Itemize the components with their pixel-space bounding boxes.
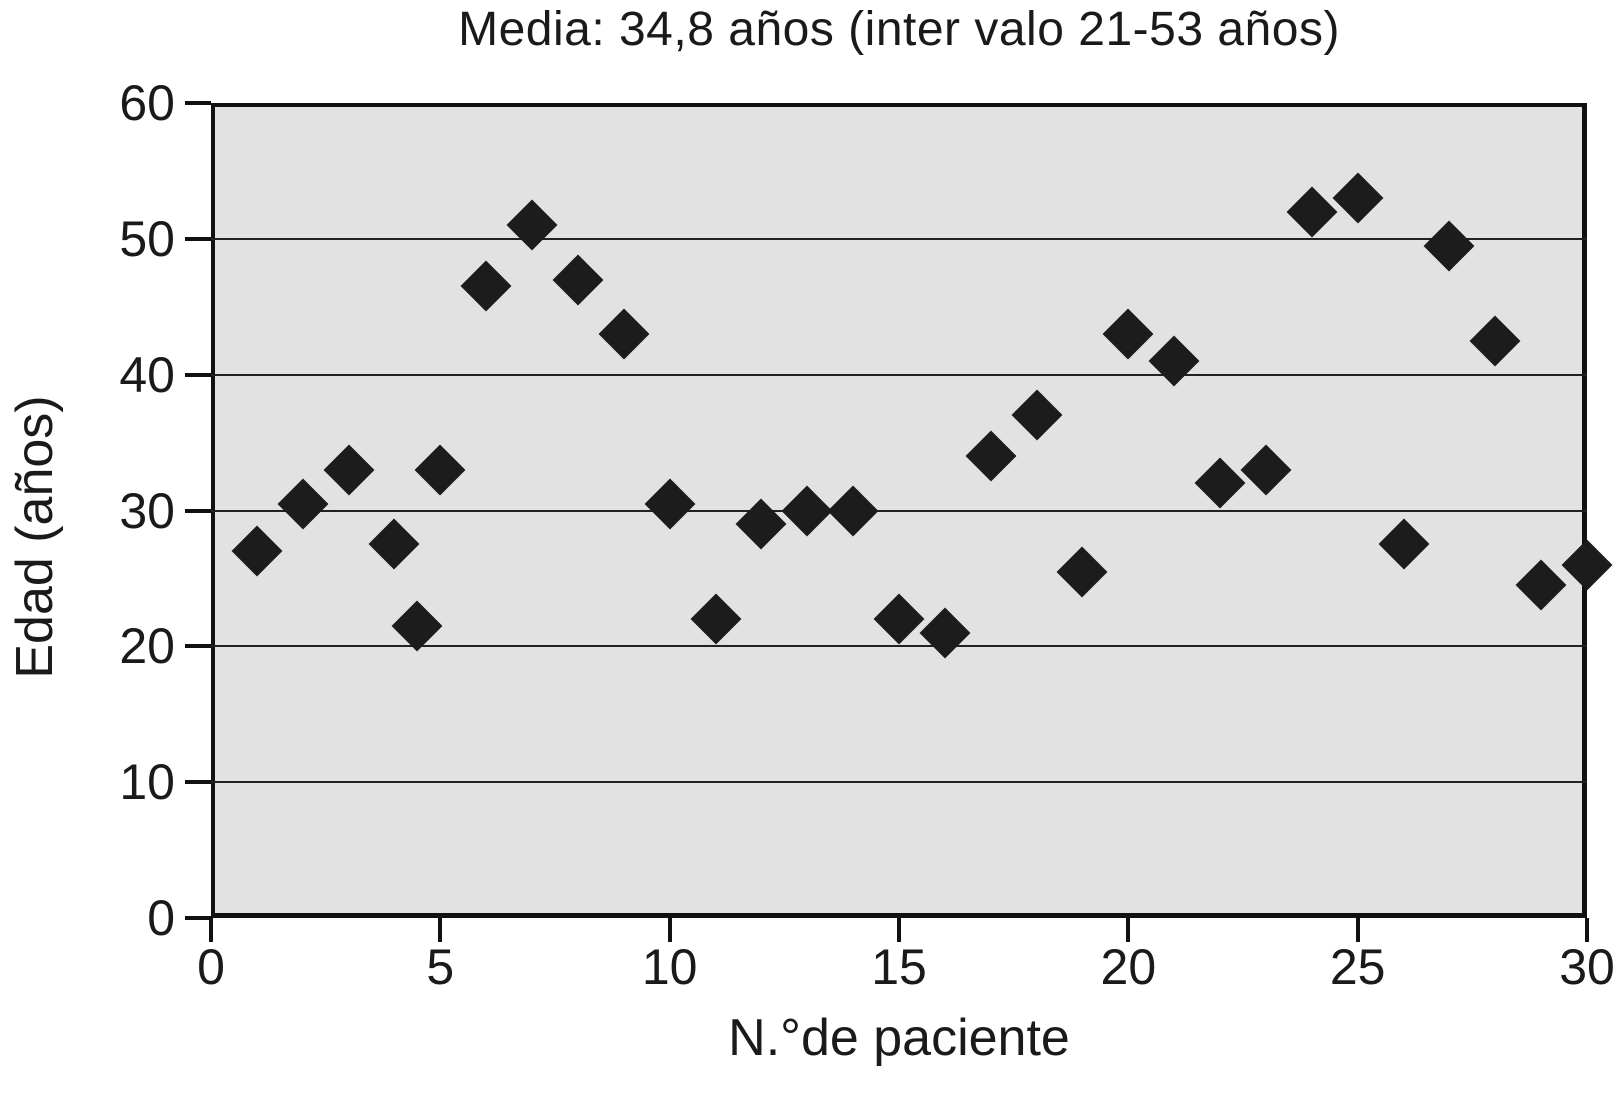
y-tick-60 xyxy=(185,101,211,105)
y-tick-label-50: 50 xyxy=(119,210,175,267)
h-gridline-10 xyxy=(211,781,1587,784)
x-tick-label-15: 15 xyxy=(871,939,927,995)
y-tick-30 xyxy=(185,508,211,513)
y-tick-40 xyxy=(185,372,211,377)
x-tick-label-20: 20 xyxy=(1100,939,1157,995)
x-tick-label-5: 5 xyxy=(426,939,455,995)
y-tick-0 xyxy=(185,916,211,920)
x-tick-label-30: 30 xyxy=(1559,939,1615,995)
x-tick-5 xyxy=(438,918,443,942)
h-gridline-40 xyxy=(211,373,1587,376)
x-tick-20 xyxy=(1126,918,1131,942)
x-tick-label-25: 25 xyxy=(1329,939,1386,995)
x-tick-15 xyxy=(897,918,901,942)
y-tick-label-40: 40 xyxy=(119,346,175,403)
h-gridline-30 xyxy=(211,509,1587,512)
y-tick-20 xyxy=(185,644,211,649)
y-tick-10 xyxy=(185,780,211,785)
y-tick-label-60: 60 xyxy=(119,75,175,131)
x-tick-0 xyxy=(209,918,213,942)
x-tick-30 xyxy=(1585,918,1589,942)
y-tick-label-20: 20 xyxy=(119,618,175,675)
y-tick-50 xyxy=(185,236,211,241)
x-tick-label-0: 0 xyxy=(197,939,225,995)
y-tick-label-30: 30 xyxy=(119,482,175,539)
x-tick-10 xyxy=(667,918,672,942)
y-axis-title: Edad (años) xyxy=(6,395,64,679)
y-tick-label-10: 10 xyxy=(119,754,175,811)
y-tick-label-0: 0 xyxy=(147,890,175,946)
h-gridline-20 xyxy=(211,645,1587,648)
chart-title: Media: 34,8 años (inter valo 21-53 años) xyxy=(458,3,1340,56)
x-tick-25 xyxy=(1355,918,1360,942)
x-axis-title: N.°de paciente xyxy=(728,1009,1070,1067)
x-tick-label-10: 10 xyxy=(641,939,698,995)
h-gridline-50 xyxy=(211,237,1587,240)
